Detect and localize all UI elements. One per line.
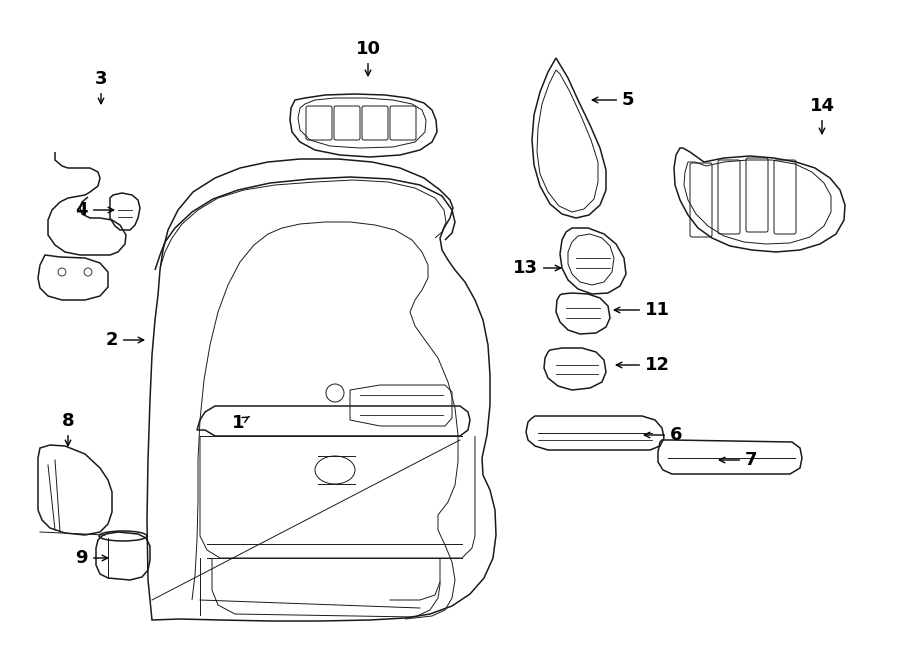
Text: 13: 13 bbox=[513, 259, 561, 277]
Text: 5: 5 bbox=[592, 91, 634, 109]
Text: 8: 8 bbox=[62, 412, 75, 446]
Text: 3: 3 bbox=[94, 70, 107, 104]
Text: 1: 1 bbox=[232, 414, 249, 432]
Text: 10: 10 bbox=[356, 40, 381, 75]
Text: 11: 11 bbox=[615, 301, 670, 319]
Text: 14: 14 bbox=[809, 97, 834, 134]
Text: 7: 7 bbox=[719, 451, 758, 469]
Text: 12: 12 bbox=[616, 356, 670, 374]
Text: 4: 4 bbox=[76, 201, 113, 219]
Text: 6: 6 bbox=[644, 426, 682, 444]
Text: 9: 9 bbox=[76, 549, 108, 567]
Text: 2: 2 bbox=[105, 331, 144, 349]
